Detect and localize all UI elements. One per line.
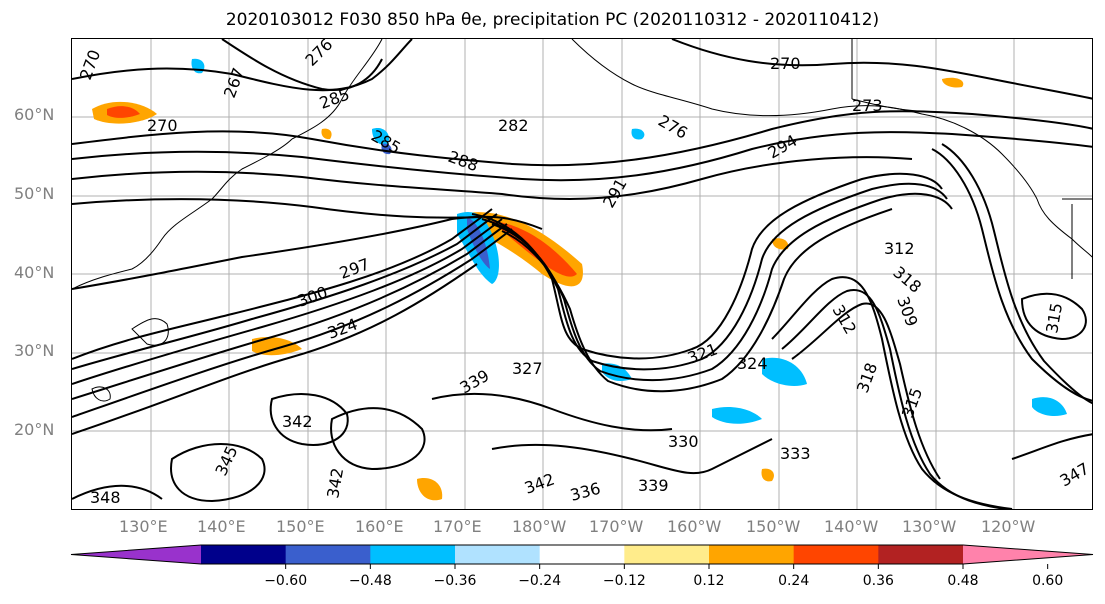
colorbar-tick-label: 0.36 — [863, 573, 894, 589]
lon-label-160e: 160°E — [355, 517, 404, 536]
coastlines — [72, 39, 1092, 402]
colorbar-tick-label: 0.24 — [778, 573, 809, 589]
lon-label-170e: 170°E — [433, 517, 482, 536]
contour-label: 345 — [211, 443, 241, 479]
lon-label-170w: 170°W — [589, 517, 644, 536]
gridlines — [72, 39, 1092, 509]
contour-label: 324 — [737, 354, 768, 373]
contour-label: 339 — [638, 476, 669, 495]
contour-label: 321 — [685, 339, 720, 367]
colorbar-tick-label: −0.36 — [434, 573, 477, 589]
colorbar-segment — [878, 545, 964, 564]
contour-label: 273 — [852, 96, 883, 115]
colorbar-extend-low — [71, 545, 201, 564]
contour-label: 327 — [512, 359, 543, 378]
colorbar-tick-label: −0.48 — [349, 573, 392, 589]
lon-label-180w: 180°W — [512, 517, 567, 536]
colorbar: −0.60 −0.48 −0.36 −0.24 −0.12 0.12 0.24 0.36 0.4… — [0, 540, 1105, 600]
colorbar-segment — [793, 545, 879, 564]
lon-label-130w: 130°W — [902, 517, 957, 536]
contour-label: 297 — [337, 254, 372, 282]
colorbar-segment — [624, 545, 710, 564]
contour-label: 288 — [446, 147, 481, 175]
lon-label-120w: 120°W — [981, 517, 1036, 536]
colorbar-segment — [285, 545, 371, 564]
contour-label: 270 — [770, 54, 801, 73]
colorbar-segments — [70, 544, 1094, 565]
colorbar-extend-high — [963, 545, 1093, 564]
colorbar-svg: −0.60 −0.48 −0.36 −0.24 −0.12 0.12 0.24 0.36 0.4… — [70, 544, 1094, 589]
contour-label: 315 — [1042, 301, 1066, 334]
lat-label-60n: 60°N — [14, 105, 55, 124]
colorbar-segment — [539, 545, 625, 564]
lat-label-40n: 40°N — [14, 263, 55, 282]
contour-label: 339 — [457, 366, 493, 398]
contour-label: 342 — [282, 412, 313, 431]
map-canvas: 270 267 276 285 270 282 270 276 273 285 … — [72, 39, 1093, 509]
contour-label: 342 — [522, 469, 557, 497]
contour-label: 270 — [147, 116, 178, 135]
colorbar-tick-label: 0.48 — [947, 573, 978, 589]
colorbar-tick-label: 0.60 — [1032, 573, 1063, 589]
colorbar-segment — [201, 545, 287, 564]
lon-label-150e: 150°E — [276, 517, 325, 536]
contour-label: 330 — [668, 432, 699, 451]
contour-label: 315 — [898, 385, 926, 420]
colorbar-segment — [370, 545, 456, 564]
map-panel: 270 267 276 285 270 282 270 276 273 285 … — [71, 38, 1093, 510]
lat-label-30n: 30°N — [14, 341, 55, 360]
colorbar-ticks: −0.60 −0.48 −0.36 −0.24 −0.12 0.12 0.24 0.36 0.4… — [264, 564, 1063, 589]
contour-label: 276 — [301, 39, 336, 70]
colorbar-outline — [70, 544, 1094, 565]
theta-e-contours — [72, 39, 1092, 509]
contour-label: 300 — [295, 282, 330, 310]
contour-label: 333 — [780, 444, 811, 463]
lon-label-150w: 150°W — [746, 517, 801, 536]
lat-label-20n: 20°N — [14, 420, 55, 439]
contour-label: 312 — [884, 239, 915, 258]
colorbar-tick-label: 0.12 — [693, 573, 724, 589]
figure-title: 2020103012 F030 850 hPa θe, precipitatio… — [225, 10, 880, 30]
contour-label: 267 — [220, 65, 248, 100]
lon-label-140e: 140°E — [197, 517, 246, 536]
colorbar-segment — [709, 545, 795, 564]
colorbar-tick-label: −0.60 — [264, 573, 307, 589]
lon-label-160w: 160°W — [667, 517, 722, 536]
contour-label: 276 — [655, 111, 691, 143]
colorbar-tick-label: −0.24 — [518, 573, 561, 589]
colorbar-tick-label: −0.12 — [603, 573, 646, 589]
lon-label-130e: 130°E — [119, 517, 168, 536]
lat-label-50n: 50°N — [14, 184, 55, 203]
contour-label: 342 — [323, 466, 347, 499]
lon-label-140w: 140°W — [824, 517, 879, 536]
contour-labels: 270 267 276 285 270 282 270 276 273 285 … — [76, 39, 1093, 507]
contour-label: 282 — [498, 116, 529, 135]
contour-label: 294 — [765, 131, 801, 163]
contour-label: 270 — [76, 47, 104, 82]
colorbar-segment — [455, 545, 541, 564]
contour-label: 309 — [893, 294, 921, 329]
contour-label: 291 — [599, 175, 631, 211]
contour-label: 348 — [90, 488, 121, 507]
contour-label: 336 — [568, 479, 602, 505]
contour-label: 347 — [1057, 459, 1093, 491]
contour-label: 318 — [889, 263, 925, 297]
